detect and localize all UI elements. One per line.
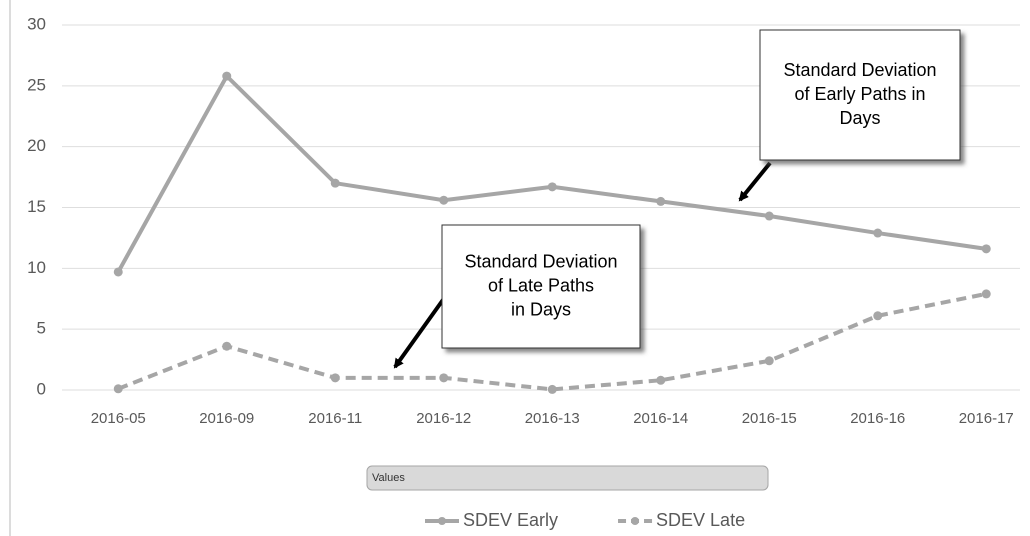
annotation-text: in Days: [511, 299, 571, 319]
point: [981, 244, 991, 254]
legend-marker: [438, 517, 446, 525]
x-tick-label: 2016-12: [416, 410, 471, 427]
field-button: [366, 465, 769, 491]
x-tick-label: 2016-15: [742, 410, 797, 427]
y-tick-label: 10: [27, 258, 46, 277]
y-tick-label: 15: [27, 197, 46, 216]
y-tick-label: 5: [37, 319, 46, 338]
annotation-box: [441, 224, 641, 349]
legend-marker: [631, 517, 640, 525]
point: [439, 373, 449, 383]
point: [764, 356, 774, 366]
field-button-label: Values: [372, 472, 405, 484]
x-tick-label: 2016-13: [525, 410, 580, 427]
legend-label: SDEV Late: [656, 510, 745, 530]
point: [113, 384, 123, 394]
y-tick-label: 30: [27, 14, 46, 33]
annotation-text: of Late Paths: [488, 275, 594, 295]
annotation-arrow: [738, 161, 772, 202]
point: [547, 384, 557, 394]
point: [656, 196, 666, 206]
annotation-text: Standard Deviation: [464, 251, 617, 271]
point: [873, 228, 883, 238]
y-tick-label: 20: [27, 136, 46, 155]
y-tick-label: 0: [37, 379, 46, 398]
point: [981, 289, 991, 299]
point: [222, 71, 232, 81]
x-tick-label: 2016-11: [308, 410, 362, 427]
x-tick-label: 2016-05: [91, 410, 146, 427]
annotation-box: [759, 29, 961, 161]
series-line: [117, 291, 987, 392]
point: [439, 195, 449, 205]
point: [873, 311, 883, 321]
x-tick-label: 2016-09: [199, 410, 254, 427]
point: [547, 182, 557, 192]
point: [764, 211, 774, 221]
x-tick-label: 2016-14: [633, 410, 688, 427]
x-tick-label: 2016-17: [959, 410, 1014, 427]
y-tick-label: 25: [27, 75, 46, 94]
point: [222, 341, 232, 351]
x-tick-label: 2016-16: [850, 410, 905, 427]
annotation-arrow: [393, 295, 447, 369]
point: [330, 178, 340, 188]
point: [330, 373, 340, 383]
point: [656, 375, 666, 385]
annotation-text: Days: [839, 108, 880, 128]
annotation-text: Standard Deviation: [783, 60, 936, 80]
point: [113, 267, 123, 277]
annotation-text: of Early Paths in: [794, 84, 925, 104]
legend-label: SDEV Early: [463, 510, 558, 530]
